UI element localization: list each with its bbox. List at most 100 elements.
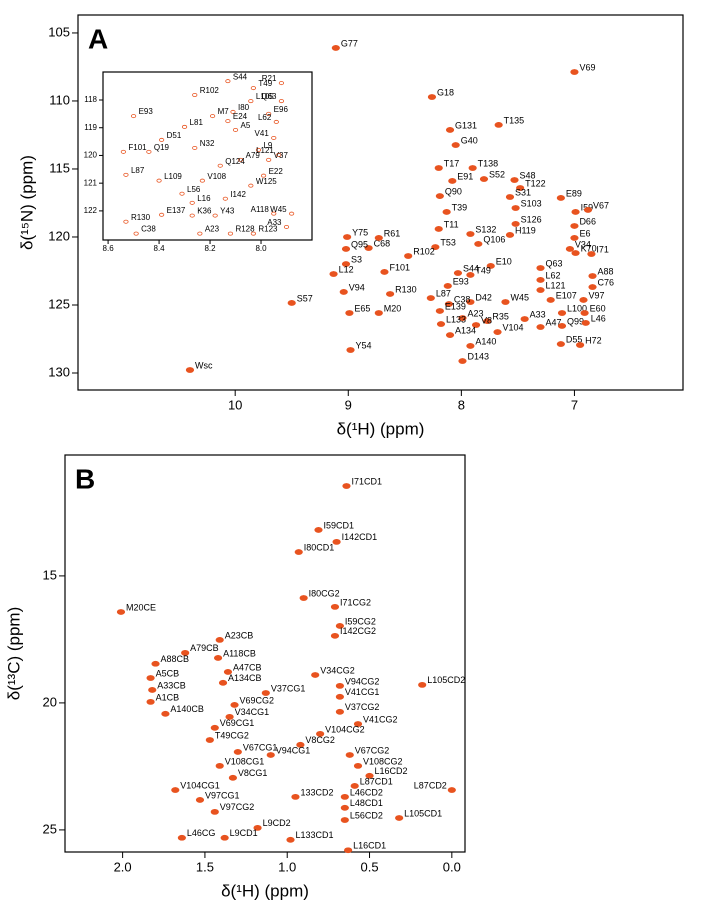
peak — [335, 682, 344, 689]
peak — [116, 609, 126, 615]
peak-label: A140CB — [170, 704, 204, 714]
peak-label: L87CD1 — [360, 776, 393, 786]
peak — [210, 724, 219, 731]
peak-label: F101 — [389, 262, 410, 272]
y-tick-label: 121 — [84, 178, 98, 187]
peak-label: V104CG1 — [180, 780, 220, 790]
peak — [299, 595, 308, 601]
peak — [436, 321, 446, 327]
peak-label: K36 — [197, 207, 212, 216]
peak — [227, 231, 234, 236]
peak — [364, 245, 373, 251]
peak — [185, 367, 195, 373]
peak-label: L100 — [567, 303, 587, 313]
peak-label: D42 — [475, 292, 492, 302]
peak-label: M7 — [218, 107, 230, 116]
peak-label: K70 — [581, 243, 597, 253]
peak — [494, 122, 503, 128]
peak-label: E65 — [354, 303, 370, 313]
peak — [230, 109, 236, 114]
peak-label: Y75 — [352, 227, 368, 237]
peak — [220, 834, 229, 841]
peak — [215, 762, 224, 769]
peak — [195, 797, 205, 803]
peak-label: L9 — [263, 141, 272, 150]
peak — [171, 787, 180, 793]
peak-label: E93 — [453, 276, 469, 286]
peak — [443, 283, 452, 289]
peak — [217, 163, 223, 168]
peak-label: A88CB — [161, 654, 190, 664]
peak-label: E6 — [579, 228, 590, 238]
peak-label: I71CD1 — [351, 476, 382, 486]
peak — [233, 749, 242, 755]
x-tick-label: 0.5 — [360, 859, 378, 874]
peak-label: V37 — [274, 151, 289, 160]
peak-label: Q63 — [261, 92, 277, 101]
peak — [210, 808, 219, 815]
peak — [570, 223, 579, 229]
peak-label: V94CG1 — [276, 745, 311, 755]
peak — [287, 300, 296, 306]
peak — [546, 297, 555, 303]
peak — [571, 209, 580, 215]
peak — [146, 675, 155, 681]
peak-label: A134 — [455, 325, 476, 335]
peak-label: L16CD1 — [353, 841, 386, 851]
peak — [435, 193, 444, 199]
peak — [209, 114, 216, 119]
peak — [445, 332, 455, 338]
peak — [123, 219, 129, 224]
peak-label: V69 — [579, 62, 595, 72]
peak — [291, 793, 300, 800]
peak-label: T11 — [444, 219, 459, 229]
peak — [296, 741, 305, 748]
peak — [380, 269, 389, 275]
peak — [374, 235, 383, 241]
peak-label: G18 — [437, 87, 454, 97]
peak — [213, 655, 223, 661]
peak-label: V37CG1 — [271, 683, 306, 693]
peak-label: E24 — [233, 112, 248, 121]
peak — [146, 149, 152, 154]
peak — [223, 669, 233, 675]
peak — [232, 127, 239, 132]
peak — [536, 287, 545, 293]
peak — [434, 226, 443, 232]
peak-label: V8 — [481, 315, 492, 325]
peak — [505, 232, 515, 238]
peak — [583, 207, 593, 213]
peak-label: A118 — [251, 205, 270, 214]
peak — [266, 111, 272, 116]
peak — [340, 793, 349, 800]
peak-label: E10 — [496, 256, 512, 266]
peak-label: V97CG2 — [220, 802, 255, 812]
peak — [342, 483, 351, 489]
peak — [120, 149, 126, 154]
peak-label: C76 — [598, 277, 615, 287]
peak-label: H119 — [515, 225, 536, 235]
peak — [341, 246, 351, 252]
peak — [261, 690, 270, 696]
peak — [330, 632, 340, 639]
peak-label: E22 — [269, 167, 284, 176]
peak — [192, 145, 198, 150]
peak — [511, 205, 520, 211]
peak-label: L121 — [546, 280, 566, 290]
peak-label: D66 — [579, 216, 596, 226]
peak — [581, 320, 590, 326]
peak — [331, 45, 340, 51]
peak-label: R130 — [395, 284, 417, 294]
peak — [483, 318, 492, 324]
peak — [248, 99, 254, 104]
peak-label: T49 — [475, 265, 491, 275]
peak-label: Q124 — [225, 157, 245, 166]
peak — [458, 358, 467, 364]
peak — [556, 341, 565, 347]
peak — [248, 183, 254, 188]
peak — [345, 310, 354, 316]
peak — [133, 231, 139, 236]
peak-label: W45 — [270, 205, 287, 214]
peak — [156, 178, 162, 183]
peak-label: L46CG — [187, 828, 216, 838]
